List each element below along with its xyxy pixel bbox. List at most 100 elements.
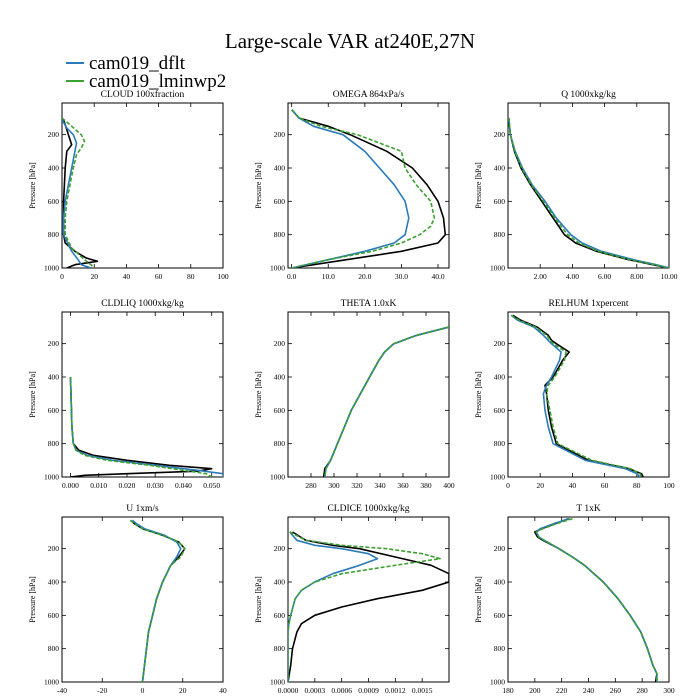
panel-title: CLDLIQ 1000xkg/kg <box>101 299 184 309</box>
y-tick-label: 400 <box>494 578 506 587</box>
x-tick-label: 4.00 <box>566 272 579 281</box>
y-tick-label: 800 <box>48 230 60 239</box>
x-tick-label: 0.000 <box>62 481 79 490</box>
x-tick-label: 260 <box>610 686 622 695</box>
y-tick-label: 600 <box>494 197 506 206</box>
x-tick-label: 0.0009 <box>358 686 379 695</box>
plot-frame <box>507 311 670 478</box>
x-tick-label: 360 <box>397 481 409 490</box>
x-tick-label: 0.0006 <box>331 686 352 695</box>
x-tick-label: 300 <box>328 481 340 490</box>
x-tick-label: 0.020 <box>119 481 136 490</box>
y-tick-label: 400 <box>48 164 60 173</box>
x-tick-label: 10.00 <box>661 272 678 281</box>
legend: cam019_dflt cam019_lminwp2 <box>66 53 226 92</box>
panel-title: U 1xm/s <box>126 504 159 514</box>
x-tick-label: 6.00 <box>598 272 611 281</box>
x-tick-label: 400 <box>443 481 455 490</box>
y-tick-label: 200 <box>274 130 286 139</box>
y-tick-label: 1000 <box>270 678 285 687</box>
y-tick-label: 800 <box>274 230 286 239</box>
series-line-cam019-lminwp2 <box>324 326 449 477</box>
x-tick-label: 20.0 <box>358 272 371 281</box>
y-tick-label: 800 <box>48 439 60 448</box>
x-tick-label: 40 <box>569 481 577 490</box>
x-tick-label: 320 <box>351 481 363 490</box>
x-tick-label: -40 <box>57 686 67 695</box>
series-line-cam019-dflt <box>69 376 223 477</box>
x-tick-label: 100 <box>217 272 229 281</box>
series-line-black <box>288 531 449 682</box>
y-tick-label: 800 <box>48 644 60 653</box>
y-tick-label: 1000 <box>270 264 285 273</box>
y-tick-label: 1000 <box>490 264 505 273</box>
series-line-cam019-lminwp2 <box>288 531 441 682</box>
y-tick-label: 200 <box>494 339 506 348</box>
x-tick-label: 380 <box>420 481 432 490</box>
y-axis-label: Pressure [hPa] <box>28 162 37 209</box>
y-axis-label: Pressure [hPa] <box>474 576 483 623</box>
x-tick-label: 300 <box>663 686 675 695</box>
panel-7: CLDICE 1000xkg/kg Pressure [hPa] 200 400 600… <box>254 504 450 695</box>
series-line-cam019-dflt <box>291 109 410 268</box>
series-line-cam019-lminwp2 <box>291 109 436 268</box>
series-line-cam019-lminwp2 <box>69 376 213 477</box>
y-tick-label: 600 <box>48 197 60 206</box>
series-line-cam019-dflt <box>535 517 658 682</box>
x-tick-label: 0 <box>141 686 145 695</box>
y-tick-label: 600 <box>494 611 506 620</box>
y-tick-label: 400 <box>494 373 506 382</box>
y-tick-label: 200 <box>274 339 286 348</box>
series-line-cam019-lminwp2 <box>129 519 186 682</box>
plot-frame <box>61 102 224 269</box>
panel-title: RELHUM 1xpercent <box>549 299 629 309</box>
x-tick-label: 20 <box>179 686 187 695</box>
series-line-black <box>69 376 213 477</box>
y-tick-label: 200 <box>494 544 506 553</box>
y-tick-label: 1000 <box>490 678 505 687</box>
y-tick-label: 1000 <box>44 678 59 687</box>
series-line-cam019-dflt <box>510 314 641 477</box>
x-tick-label: 8.00 <box>630 272 643 281</box>
y-tick-label: 600 <box>48 611 60 620</box>
series-line-cam019-dflt <box>62 119 92 268</box>
x-tick-label: 0.010 <box>90 481 107 490</box>
y-tick-label: 800 <box>274 439 286 448</box>
x-tick-label: 0 <box>60 272 64 281</box>
series-line-cam019-dflt <box>508 117 669 268</box>
y-tick-label: 600 <box>494 406 506 415</box>
y-tick-label: 200 <box>494 130 506 139</box>
x-tick-label: 280 <box>305 481 317 490</box>
panel-title: CLOUD 100xfraction <box>101 89 185 100</box>
y-tick-label: 600 <box>48 406 60 415</box>
y-tick-label: 1000 <box>270 473 285 482</box>
y-axis-label: Pressure [hPa] <box>474 371 483 418</box>
y-axis-label: Pressure [hPa] <box>254 371 263 418</box>
x-tick-label: 200 <box>529 686 541 695</box>
figure-title: Large-scale VAR at240E,27N <box>225 29 475 53</box>
y-tick-label: 200 <box>48 130 60 139</box>
y-tick-label: 400 <box>274 373 286 382</box>
panel-title: OMEGA 864xPa/s <box>333 90 405 100</box>
x-tick-label: -20 <box>97 686 107 695</box>
plot-frame <box>507 516 670 683</box>
x-tick-label: 80 <box>633 481 641 490</box>
series-line-cam019-dflt <box>288 531 379 682</box>
x-tick-label: 60 <box>155 272 163 281</box>
y-tick-label: 400 <box>274 164 286 173</box>
y-tick-label: 800 <box>494 644 506 653</box>
y-axis-label: Pressure [hPa] <box>474 162 483 209</box>
x-tick-label: 2.00 <box>534 272 547 281</box>
y-axis-label: Pressure [hPa] <box>254 576 263 623</box>
panel-3: CLDLIQ 1000xkg/kg Pressure [hPa] 200 400 600… <box>28 299 224 490</box>
y-tick-label: 400 <box>494 164 506 173</box>
y-tick-label: 200 <box>48 339 60 348</box>
y-tick-label: 600 <box>274 406 286 415</box>
y-tick-label: 600 <box>274 197 286 206</box>
series-line-black <box>291 109 447 268</box>
series-line-cam019-lminwp2 <box>62 117 95 268</box>
